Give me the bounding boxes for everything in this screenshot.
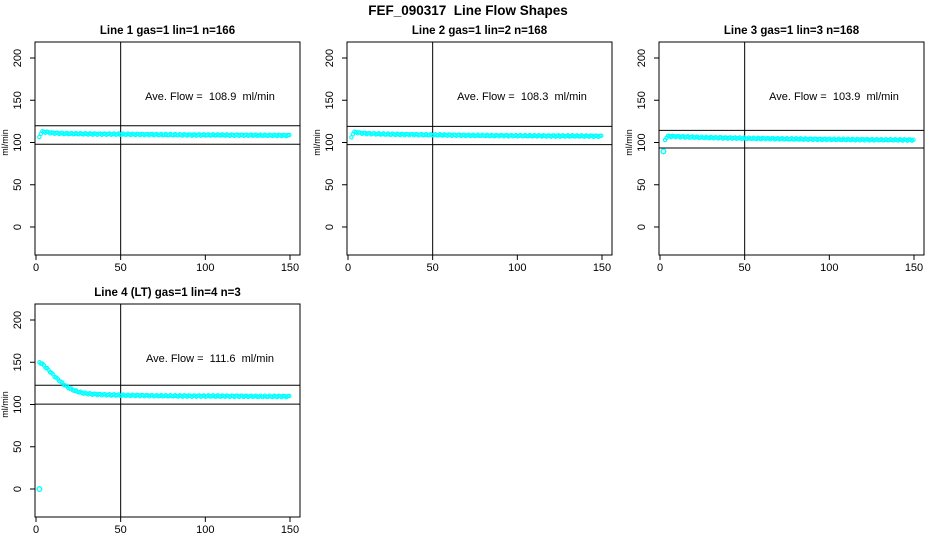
data-point — [287, 393, 292, 399]
y-tick-label: 150 — [636, 91, 648, 109]
y-tick-label: 0 — [12, 486, 24, 492]
series-points — [37, 128, 292, 140]
y-tick-label: 50 — [12, 441, 24, 453]
panel-line-4-plot: Line 4 (LT) gas=1 lin=4 n=3 0 50 100 150 0 50 1… — [0, 287, 301, 536]
y-tick-label: 50 — [636, 179, 648, 191]
series-points — [660, 133, 916, 155]
series-points — [36, 360, 292, 492]
ave-flow-annotation: Ave. Flow = 108.3 ml/min — [457, 91, 587, 103]
x-tick-label: 0 — [657, 262, 663, 274]
panel-title: Line 2 gas=1 lin=2 n=168 — [412, 25, 548, 37]
y-tick-label: 150 — [324, 91, 336, 109]
x-tick-label: 50 — [115, 524, 127, 536]
plot-box — [34, 41, 301, 256]
y-tick-label: 100 — [636, 133, 648, 151]
y-axis-label: ml/min — [624, 129, 634, 156]
y-tick-label: 50 — [12, 179, 24, 191]
x-tick-label: 100 — [196, 524, 214, 536]
ave-flow-annotation: Ave. Flow = 108.9 ml/min — [145, 91, 275, 103]
x-tick-label: 100 — [820, 262, 838, 274]
outlier-point — [36, 485, 43, 492]
x-tick-label: 150 — [905, 262, 923, 274]
y-tick-label: 200 — [12, 311, 24, 329]
x-tick-label: 50 — [739, 262, 751, 274]
x-tick-label: 50 — [427, 262, 439, 274]
x-tick-label: 0 — [33, 262, 39, 274]
x-tick-label: 150 — [281, 524, 299, 536]
x-tick-label: 50 — [115, 262, 127, 274]
y-tick-label: 0 — [12, 224, 24, 230]
x-tick-label: 0 — [33, 524, 39, 536]
y-axis-label: ml/min — [0, 391, 10, 418]
y-tick-label: 100 — [324, 133, 336, 151]
data-point — [599, 133, 604, 138]
x-tick-label: 150 — [281, 262, 299, 274]
plot-box — [34, 303, 301, 518]
panel-line-3-plot: Line 3 gas=1 lin=3 n=168 0 50 100 150 0 50 100 1… — [624, 25, 925, 274]
y-tick-label: 150 — [12, 91, 24, 109]
y-tick-label: 100 — [12, 133, 24, 151]
panel-title: Line 3 gas=1 lin=3 n=168 — [724, 25, 860, 37]
y-tick-label: 100 — [12, 395, 24, 413]
ave-flow-annotation: Ave. Flow = 111.6 ml/min — [146, 353, 274, 365]
y-tick-label: 150 — [12, 353, 24, 371]
outlier-point — [660, 148, 667, 155]
y-axis-label: ml/min — [312, 129, 322, 156]
y-tick-label: 200 — [636, 49, 648, 67]
panel-line-2-plot: Line 2 gas=1 lin=2 n=168 0 50 100 150 0 50 100 1… — [312, 25, 613, 274]
figure-title: FEF_090317 Line Flow Shapes — [368, 3, 568, 18]
y-tick-label: 50 — [324, 179, 336, 191]
plot-box — [346, 41, 613, 256]
y-axis-label: ml/min — [0, 129, 10, 156]
y-tick-label: 200 — [324, 49, 336, 67]
panel-line-1-plot: Line 1 gas=1 lin=1 n=166 0 50 100 150 0 50 100 1… — [0, 25, 301, 274]
panel-title: Line 1 gas=1 lin=1 n=166 — [100, 25, 235, 37]
panel-title: Line 4 (LT) gas=1 lin=4 n=3 — [94, 287, 240, 299]
x-tick-label: 150 — [593, 262, 611, 274]
y-tick-label: 0 — [636, 224, 648, 230]
data-point — [911, 137, 916, 142]
y-tick-label: 200 — [12, 49, 24, 67]
y-tick-label: 0 — [324, 224, 336, 230]
x-tick-label: 0 — [345, 262, 351, 274]
plot-box — [658, 41, 925, 256]
data-point — [38, 361, 44, 366]
ave-flow-annotation: Ave. Flow = 103.9 ml/min — [769, 91, 899, 103]
series-points — [349, 129, 604, 140]
data-point — [287, 132, 292, 138]
x-tick-label: 100 — [196, 262, 214, 274]
x-tick-label: 100 — [508, 262, 526, 274]
